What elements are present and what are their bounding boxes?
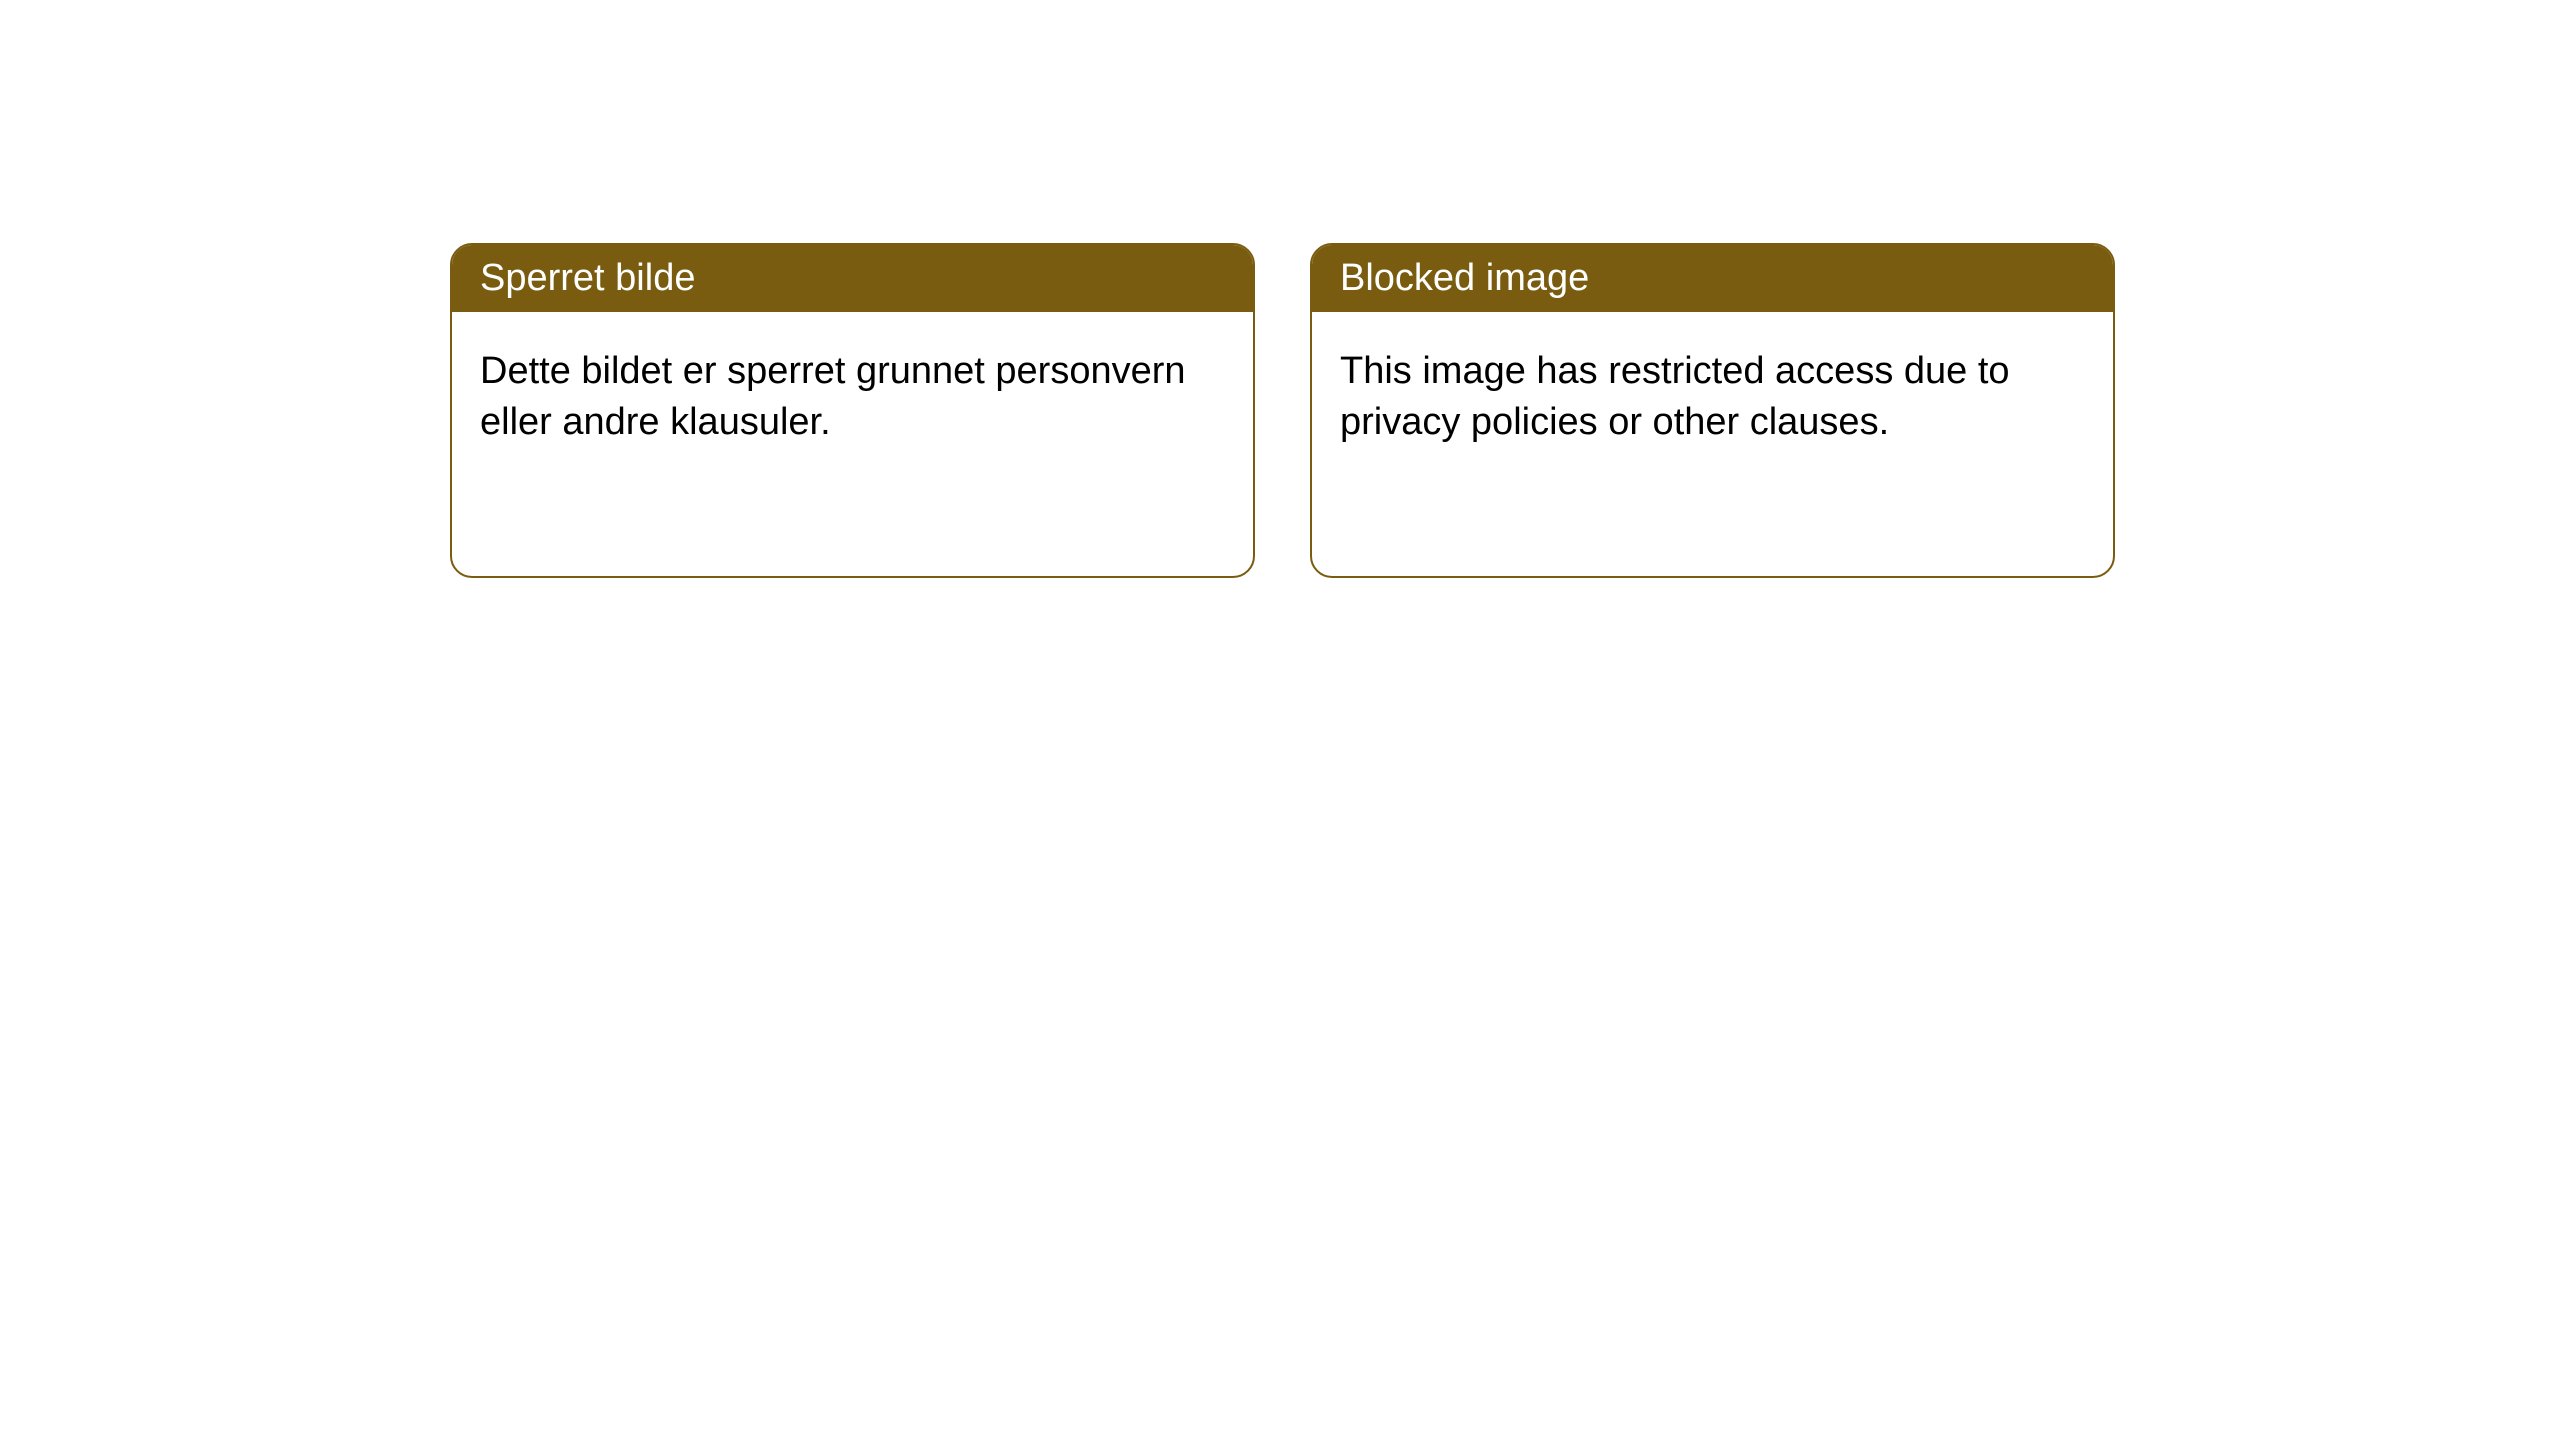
card-body-text: This image has restricted access due to …: [1340, 350, 2010, 443]
card-body: Dette bildet er sperret grunnet personve…: [452, 312, 1253, 483]
blocked-image-card-no: Sperret bilde Dette bildet er sperret gr…: [450, 243, 1255, 578]
card-title: Blocked image: [1340, 257, 1589, 299]
card-body-text: Dette bildet er sperret grunnet personve…: [480, 350, 1186, 443]
card-header: Sperret bilde: [452, 245, 1253, 312]
card-body: This image has restricted access due to …: [1312, 312, 2113, 483]
card-title: Sperret bilde: [480, 257, 695, 299]
blocked-image-card-en: Blocked image This image has restricted …: [1310, 243, 2115, 578]
card-header: Blocked image: [1312, 245, 2113, 312]
card-container: Sperret bilde Dette bildet er sperret gr…: [450, 243, 2115, 578]
